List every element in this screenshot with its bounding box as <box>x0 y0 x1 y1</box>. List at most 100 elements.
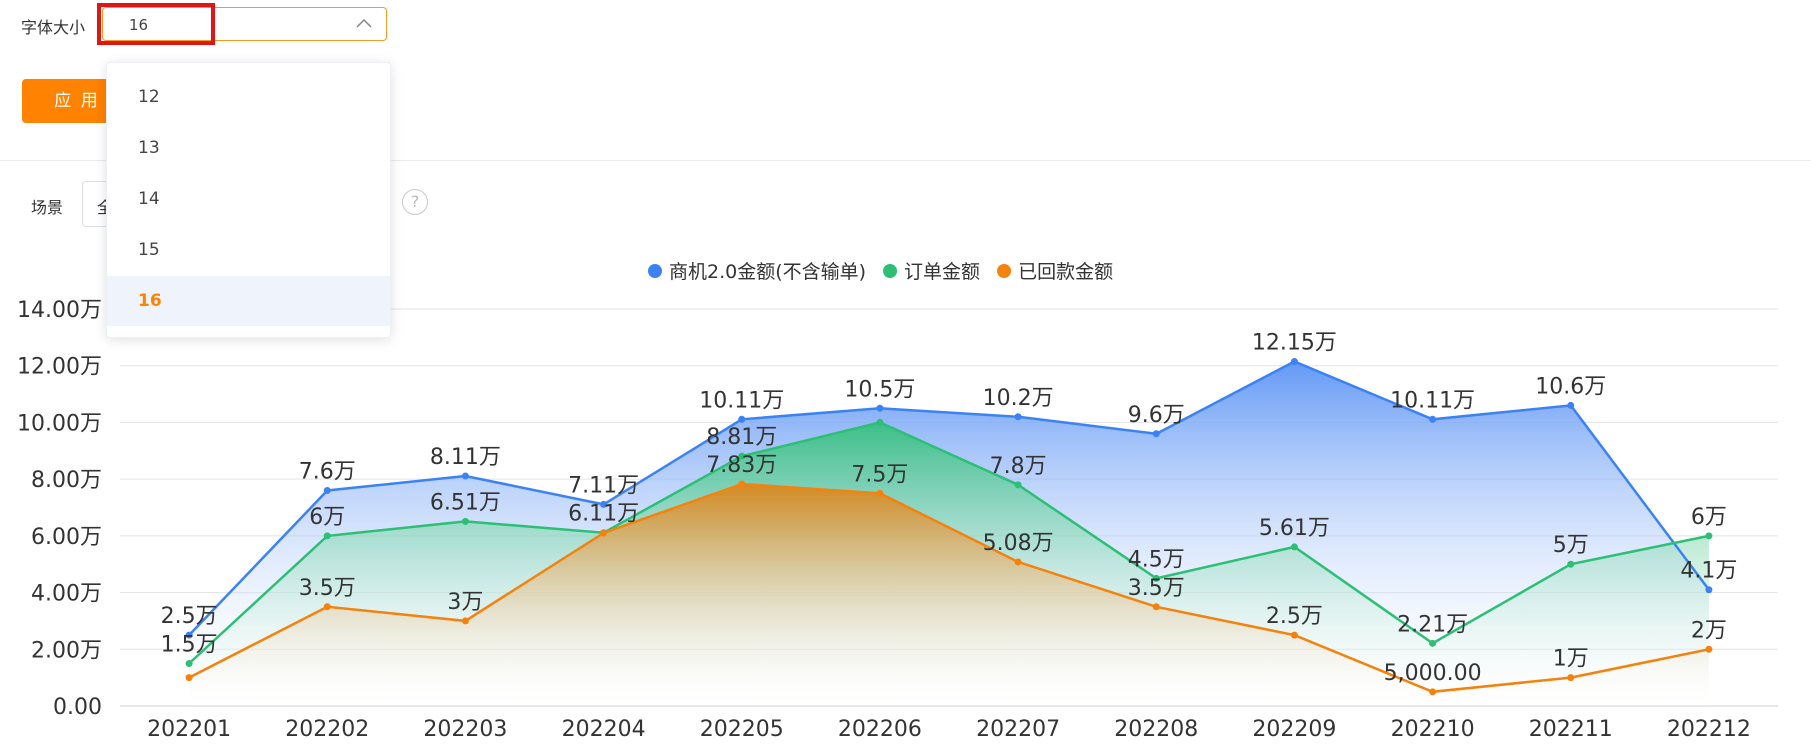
legend-label[interactable]: 已回款金额 <box>1018 261 1113 283</box>
data-label: 10.11万 <box>1390 388 1475 413</box>
y-tick-label: 8.00万 <box>31 468 102 493</box>
data-label: 3.5万 <box>299 576 356 601</box>
dropdown-option-12[interactable]: 12 <box>138 87 160 107</box>
data-point[interactable] <box>1152 430 1160 438</box>
scene-label: 场景 <box>31 198 64 217</box>
data-label: 6万 <box>1691 505 1727 530</box>
dropdown-option-15[interactable]: 15 <box>138 240 160 260</box>
data-label: 2万 <box>1691 618 1727 643</box>
data-point[interactable] <box>1290 357 1298 365</box>
data-label: 4.1万 <box>1680 559 1737 584</box>
legend-marker <box>883 264 898 278</box>
x-tick-label: 202201 <box>147 717 231 742</box>
data-point[interactable] <box>185 674 193 682</box>
data-point[interactable] <box>323 603 331 611</box>
data-label: 6.11万 <box>568 502 639 527</box>
data-label: 2.21万 <box>1397 612 1468 637</box>
data-label: 8.11万 <box>430 445 501 470</box>
data-label: 6万 <box>309 505 345 530</box>
data-point[interactable] <box>461 617 469 625</box>
y-tick-label: 2.00万 <box>31 638 102 663</box>
data-label: 5,000.00 <box>1384 661 1482 686</box>
series-line-1 <box>188 421 1710 665</box>
data-point[interactable] <box>1567 560 1575 568</box>
x-tick-label: 202204 <box>562 717 646 742</box>
data-label: 5万 <box>1553 533 1589 558</box>
data-label: 5.08万 <box>983 531 1054 556</box>
data-label: 1.5万 <box>161 632 218 657</box>
data-point[interactable] <box>1014 558 1022 566</box>
data-point[interactable] <box>1705 645 1713 653</box>
x-tick-label: 202203 <box>423 717 507 742</box>
y-tick-label: 14.00万 <box>17 298 102 323</box>
data-label: 3.5万 <box>1128 576 1185 601</box>
data-point[interactable] <box>1014 413 1022 421</box>
y-tick-label: 0.00 <box>53 695 102 720</box>
dropdown-option-14[interactable]: 14 <box>138 189 160 209</box>
font-size-select[interactable]: 16 <box>102 7 387 41</box>
highlight-box <box>97 3 215 45</box>
data-label: 7.5万 <box>851 462 908 487</box>
data-point[interactable] <box>1429 688 1437 696</box>
legend-label[interactable]: 商机2.0金额(不含输单) <box>669 261 866 283</box>
data-label: 10.5万 <box>844 377 915 402</box>
data-point[interactable] <box>600 529 608 537</box>
legend-label[interactable]: 订单金额 <box>904 261 980 283</box>
data-label: 4.5万 <box>1128 547 1185 572</box>
data-point[interactable] <box>876 418 884 426</box>
data-point[interactable] <box>1429 639 1437 647</box>
x-tick-label: 202205 <box>700 717 784 742</box>
data-label: 9.6万 <box>1128 403 1185 428</box>
data-point[interactable] <box>1014 481 1022 489</box>
data-label: 10.6万 <box>1535 374 1606 399</box>
font-size-select-value: 16 <box>129 16 149 34</box>
x-tick-label: 202207 <box>976 717 1060 742</box>
chevron-up-icon <box>356 18 372 28</box>
dropdown-option-16[interactable]: 16 <box>107 276 390 326</box>
help-icon[interactable]: ? <box>402 189 428 215</box>
data-point[interactable] <box>1290 543 1298 551</box>
data-point[interactable] <box>738 480 746 488</box>
x-tick-label: 202202 <box>285 717 369 742</box>
data-point[interactable] <box>738 452 746 460</box>
data-point[interactable] <box>185 659 193 667</box>
font-size-label: 字体大小 <box>21 18 86 37</box>
x-tick-label: 202211 <box>1529 717 1613 742</box>
series-line-0 <box>188 360 1710 636</box>
data-label: 12.15万 <box>1252 330 1337 355</box>
data-point[interactable] <box>461 517 469 525</box>
data-point[interactable] <box>1567 401 1575 409</box>
data-point[interactable] <box>876 489 884 497</box>
data-point[interactable] <box>1290 631 1298 639</box>
data-label: 2.5万 <box>161 604 218 629</box>
series-line-2 <box>188 482 1710 694</box>
data-label: 10.2万 <box>983 386 1054 411</box>
data-point[interactable] <box>1429 415 1437 423</box>
y-tick-label: 10.00万 <box>17 411 102 436</box>
data-point[interactable] <box>461 472 469 480</box>
data-point[interactable] <box>1152 574 1160 582</box>
line-area-chart: 商机2.0金额(不含输单) 订单金额 已回款金额 2.5万 7.6万 8.11万 7.11… <box>17 261 1778 742</box>
x-tick-label: 202209 <box>1252 717 1336 742</box>
data-point[interactable] <box>600 500 608 508</box>
font-size-dropdown: 12 13 14 15 16 <box>106 62 391 338</box>
data-point[interactable] <box>185 631 193 639</box>
data-label: 2.5万 <box>1266 604 1323 629</box>
legend-marker <box>997 264 1012 278</box>
divider <box>0 160 1811 161</box>
data-label: 7.6万 <box>299 459 356 484</box>
data-point[interactable] <box>1567 674 1575 682</box>
dropdown-option-13[interactable]: 13 <box>138 138 160 158</box>
data-point[interactable] <box>323 486 331 494</box>
data-point[interactable] <box>738 415 746 423</box>
y-tick-label: 12.00万 <box>17 355 102 380</box>
x-tick-label: 202206 <box>838 717 922 742</box>
data-label: 3万 <box>447 590 483 615</box>
data-label: 7.11万 <box>568 473 639 498</box>
data-point[interactable] <box>876 404 884 412</box>
data-point[interactable] <box>1705 586 1713 594</box>
data-point[interactable] <box>1705 532 1713 540</box>
data-label: 10.11万 <box>699 388 784 413</box>
data-point[interactable] <box>323 532 331 540</box>
data-point[interactable] <box>1152 603 1160 611</box>
